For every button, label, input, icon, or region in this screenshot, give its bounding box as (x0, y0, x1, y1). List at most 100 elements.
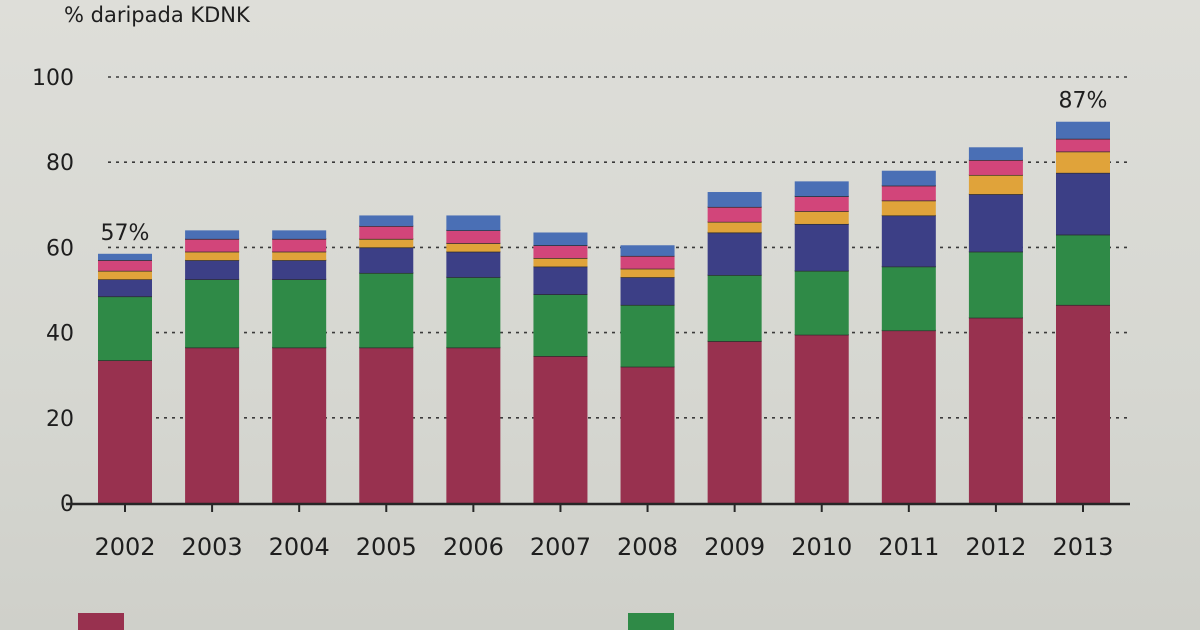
bar-stack-2007 (533, 232, 588, 503)
bar-stack-2006 (446, 215, 501, 503)
bar-segment-2008-s3 (620, 277, 675, 305)
bar-segment-2003-s1 (185, 347, 240, 503)
bar-segment-2002-s3 (98, 279, 152, 297)
bar-stack-2013 (1056, 121, 1110, 503)
bar-segment-2004-s3 (272, 260, 327, 280)
total-label-2002: 57% (101, 221, 150, 246)
bar-segment-2003-s6 (185, 230, 240, 239)
y-tick-label-100: 100 (32, 66, 74, 91)
bar-segment-2004-s6 (272, 230, 327, 239)
bar-stack-2011 (881, 170, 936, 503)
legend-swatch-2 (628, 613, 674, 630)
bars (98, 121, 1110, 503)
x-tick-label-2010: 2010 (791, 533, 852, 561)
bar-segment-2010-s2 (794, 270, 849, 335)
bar-segment-2009-s2 (707, 275, 762, 342)
bar-segment-2007-s3 (533, 266, 588, 295)
bar-segment-2008-s6 (620, 245, 675, 256)
data-labels: 57% 87% (101, 89, 1108, 246)
bar-segment-2008-s1 (620, 366, 675, 503)
bar-segment-2013-s1 (1056, 304, 1110, 503)
axis-labels: 0204060801002002200320042005200620072008… (32, 66, 1130, 561)
bar-segment-2010-s6 (794, 181, 849, 197)
y-tick-label-60: 60 (46, 236, 74, 261)
bar-segment-2013-s5 (1056, 138, 1110, 152)
bar-segment-2007-s5 (533, 245, 588, 259)
bar-segment-2013-s4 (1056, 151, 1110, 173)
bar-segment-2002-s4 (98, 270, 152, 280)
x-tick-label-2002: 2002 (94, 533, 155, 561)
bar-segment-2004-s1 (272, 347, 327, 503)
bar-stack-2005 (359, 215, 414, 503)
bar-stack-2004 (272, 230, 327, 503)
bar-segment-2010-s1 (794, 334, 849, 503)
x-tick-label-2008: 2008 (617, 533, 678, 561)
bar-segment-2005-s5 (359, 226, 414, 239)
bar-segment-2009-s3 (707, 232, 762, 276)
bar-segment-2011-s5 (881, 185, 936, 201)
y-tick-label-40: 40 (46, 322, 74, 347)
bar-segment-2012-s1 (968, 317, 1023, 503)
bar-segment-2011-s2 (881, 266, 936, 331)
bar-segment-2009-s5 (707, 206, 762, 222)
bar-segment-2007-s6 (533, 232, 588, 246)
bar-segment-2012-s2 (968, 251, 1023, 318)
bar-segment-2005-s3 (359, 247, 414, 273)
bar-segment-2006-s2 (446, 277, 501, 348)
bar-segment-2012-s5 (968, 160, 1023, 175)
legend (78, 613, 674, 630)
bar-segment-2007-s4 (533, 258, 588, 267)
bar-stack-2002 (98, 253, 152, 503)
bar-stack-2009 (707, 192, 762, 503)
bar-stack-2008 (620, 245, 675, 503)
bar-segment-2007-s2 (533, 294, 588, 357)
bar-segment-2006-s4 (446, 243, 501, 252)
bar-segment-2009-s4 (707, 221, 762, 233)
bar-segment-2005-s1 (359, 347, 414, 503)
bar-segment-2002-s2 (98, 296, 152, 361)
bar-segment-2002-s5 (98, 260, 152, 271)
bar-segment-2012-s3 (968, 194, 1023, 252)
bar-segment-2010-s5 (794, 196, 849, 212)
y-tick-label-80: 80 (46, 151, 74, 176)
bar-segment-2003-s2 (185, 279, 240, 348)
bar-segment-2007-s1 (533, 356, 588, 503)
bar-segment-2012-s6 (968, 147, 1023, 161)
bar-segment-2004-s4 (272, 251, 327, 261)
x-tick-label-2013: 2013 (1052, 533, 1113, 561)
x-tick-label-2004: 2004 (269, 533, 330, 561)
bar-segment-2011-s1 (881, 330, 936, 503)
y-tick-label-20: 20 (46, 407, 74, 432)
bar-segment-2011-s3 (881, 215, 936, 267)
bar-segment-2009-s6 (707, 192, 762, 207)
bar-segment-2008-s4 (620, 268, 675, 278)
x-tick-label-2005: 2005 (356, 533, 417, 561)
unit-label: % daripada KDNK (64, 3, 251, 27)
bar-segment-2005-s2 (359, 272, 414, 348)
x-tick-label-2011: 2011 (878, 533, 939, 561)
bar-stack-2003 (185, 230, 240, 503)
x-tick-label-2006: 2006 (443, 533, 504, 561)
bar-segment-2006-s1 (446, 347, 501, 503)
bar-segment-2009-s1 (707, 341, 762, 503)
bar-segment-2010-s4 (794, 211, 849, 224)
bar-segment-2013-s3 (1056, 172, 1110, 235)
bar-segment-2002-s1 (98, 360, 152, 503)
bar-segment-2006-s3 (446, 251, 501, 278)
bar-segment-2004-s2 (272, 279, 327, 348)
bar-segment-2003-s3 (185, 260, 240, 280)
x-tick-label-2007: 2007 (530, 533, 591, 561)
bar-segment-2010-s3 (794, 223, 849, 271)
bar-segment-2006-s6 (446, 215, 501, 231)
bar-segment-2008-s2 (620, 304, 675, 367)
bar-segment-2008-s5 (620, 255, 675, 269)
bar-segment-2004-s5 (272, 238, 327, 252)
bar-segment-2011-s4 (881, 200, 936, 216)
bar-segment-2013-s2 (1056, 234, 1110, 305)
bar-segment-2002-s6 (98, 253, 152, 261)
bar-segment-2011-s6 (881, 170, 936, 186)
bar-stack-2012 (968, 147, 1023, 503)
total-label-2013: 87% (1059, 89, 1108, 114)
